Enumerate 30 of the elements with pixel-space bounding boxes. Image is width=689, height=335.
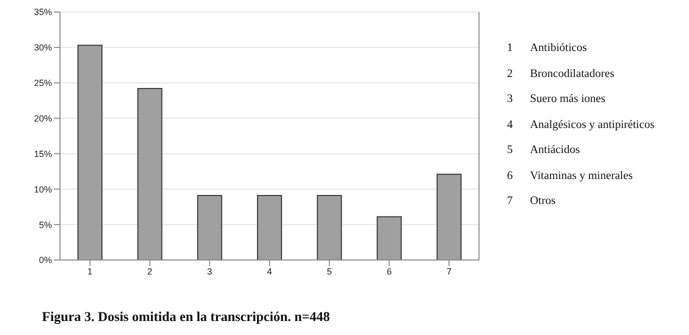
x-tick-label: 6 — [386, 266, 392, 276]
text: 2 Broncodilatadores — [507, 68, 614, 80]
bar — [77, 44, 102, 260]
y-tick-label: 30% — [34, 42, 52, 53]
x-tick-label: 1 — [87, 266, 92, 276]
text: 4 Analgésicos y antipiréticos — [507, 118, 655, 130]
bar — [316, 195, 342, 260]
x-tick-label: 3 — [207, 266, 212, 276]
text: 3 Suero más iones — [507, 93, 606, 105]
x-tick-label: 4 — [266, 266, 272, 276]
bar — [137, 88, 162, 260]
text: 1 Antibióticos — [507, 42, 587, 54]
x-tick-label: 7 — [446, 266, 452, 276]
y-tick-label: 10% — [34, 184, 52, 194]
y-tick-label: 15% — [34, 148, 52, 159]
bar — [376, 216, 402, 260]
y-tick-label: 5% — [38, 220, 52, 230]
y-tick-label: 25% — [34, 78, 52, 88]
y-tick-label: 0% — [38, 255, 52, 266]
text: 6 Vitaminas y minerales — [507, 170, 633, 182]
x-tick-label: 2 — [147, 266, 152, 276]
y-tick-label: 35% — [34, 7, 52, 18]
y-tick-label: 20% — [34, 113, 52, 124]
bar — [197, 195, 222, 260]
text: 5 Antiácidos — [507, 144, 580, 156]
text: 7 Otros — [507, 195, 556, 207]
text: Figura 3. Dosis omitida en la transcripción. n=448 — [42, 309, 330, 325]
x-tick-label: 5 — [326, 266, 332, 276]
bar — [257, 195, 282, 260]
bar — [436, 174, 462, 260]
